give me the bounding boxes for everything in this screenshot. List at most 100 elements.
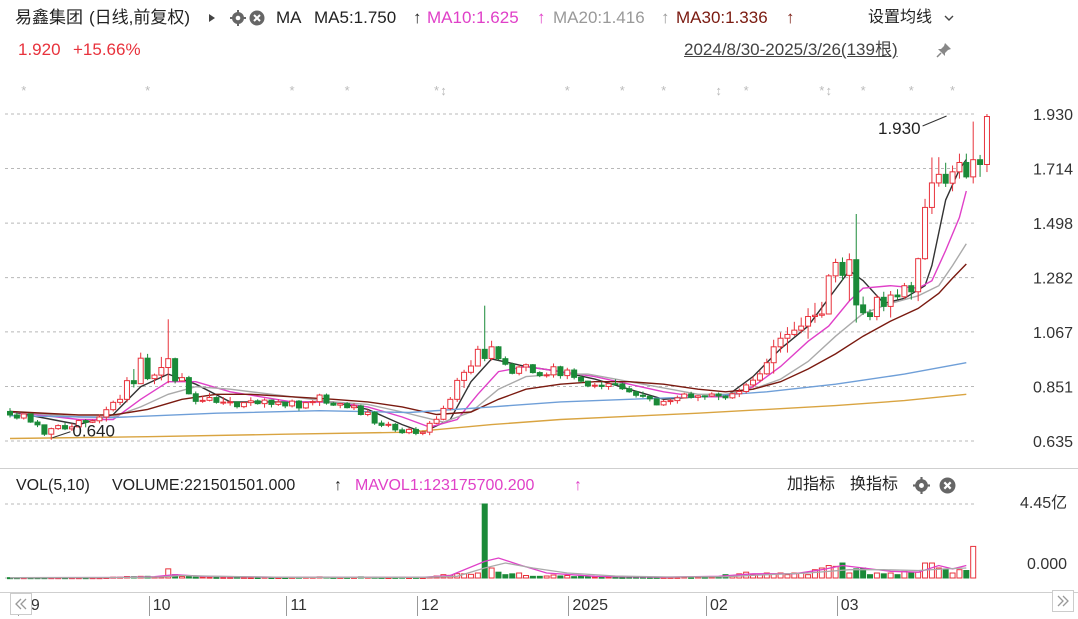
candle [103,406,110,422]
candle [963,153,970,179]
event-marker[interactable]: * [620,83,625,98]
close-circle-icon[interactable] [938,476,956,494]
volume-bar [254,577,261,580]
volume-bar [612,576,619,579]
ma-settings-button[interactable]: 设置均线 [868,9,933,26]
candle [619,382,626,390]
candle [289,399,296,408]
y-tick-label: 1.714 [1033,162,1073,179]
event-marker[interactable]: * [290,83,295,98]
candle [213,396,220,404]
candle [701,395,708,400]
candle [227,397,234,406]
volume-bar [763,572,770,579]
volume-bar [853,568,860,579]
event-markers: * * * * * ↕ * * * ↕ * * ↕ * * * [21,83,955,98]
candle [529,363,536,374]
event-marker[interactable]: * [21,83,26,98]
candle [688,391,695,399]
candle [433,416,440,425]
indicator-label: MA [276,8,302,27]
candle [199,395,206,403]
event-marker[interactable]: * [345,83,350,98]
candle [928,157,935,214]
volume-bar [488,567,495,579]
volume-bar [894,574,901,579]
volume-ma-lines [9,557,967,579]
double-left-icon[interactable] [10,593,32,615]
low-annotation: 0.640 [72,422,115,441]
volume-bar [571,576,578,579]
volume-chart[interactable] [0,490,1078,610]
candle [447,397,454,411]
candlesticks [7,114,990,440]
candle [268,399,275,408]
event-marker[interactable]: ↕ [825,83,832,98]
volume-bar [185,575,192,579]
event-marker[interactable]: * [950,83,955,98]
candle [777,332,784,353]
double-right-icon[interactable] [1052,590,1074,612]
event-marker[interactable]: * [861,83,866,98]
candle [983,114,990,173]
candle [942,162,949,187]
event-marker[interactable]: ↕ [440,83,447,98]
volume-bar [467,573,474,579]
stock-name: 易鑫集团 [15,8,83,27]
volume-bar [481,503,488,579]
ma5-value: MA5:1.750 [314,8,397,27]
date-range[interactable]: 2024/8/30-2025/3/26(139根) [684,40,898,59]
volume-bar [474,572,481,579]
volume-bar [777,572,784,579]
gear-icon[interactable] [912,476,930,494]
event-marker[interactable]: * [661,83,666,98]
candle [165,319,172,384]
volume-bar [818,567,825,579]
volume-bar [867,574,873,579]
close-circle-icon[interactable] [249,10,265,26]
ma-line-ma10 [9,190,967,428]
candle [970,121,977,184]
volume-bar [523,575,529,579]
candle [523,363,529,372]
x-tick-label: 10 [148,596,171,616]
event-marker[interactable]: * [565,83,570,98]
volume-bar [949,572,956,579]
candle [584,380,591,388]
event-marker[interactable]: * [434,83,439,98]
ma5-arrow: ↑ [413,8,422,27]
pin-icon[interactable] [934,40,954,60]
candle [454,377,461,402]
candle [915,257,922,302]
gear-icon[interactable] [230,10,246,26]
y-tick-label: 1.067 [1033,325,1073,342]
event-marker[interactable]: * [145,83,150,98]
event-marker[interactable]: * [819,83,824,98]
candle [323,393,330,405]
add-indicator-button[interactable]: 加指标 [787,476,836,493]
triangle-right-icon[interactable] [207,12,217,24]
candle [185,375,192,395]
candle [282,401,289,409]
candle [89,419,96,424]
candle [922,198,929,260]
volume-axis-top: 4.45亿 [1020,495,1068,512]
candle [309,400,316,406]
panel-divider[interactable] [0,468,1078,469]
candle [426,421,433,436]
candle [75,419,82,428]
candle [55,424,62,430]
chevron-down-icon[interactable] [944,13,954,23]
candle [977,154,984,177]
ma20-value: MA20:1.416 [553,8,645,27]
candle [337,402,344,409]
event-marker[interactable]: * [909,83,914,98]
event-marker[interactable]: * [744,83,749,98]
switch-indicator-button[interactable]: 换指标 [850,476,899,493]
volume-bar [240,576,247,579]
time-axis: 0910111220250203 [0,592,1078,619]
period-label[interactable]: (日线,前复权) [89,8,191,27]
event-marker[interactable]: ↕ [715,83,722,98]
change-percent: +15.66% [73,40,141,59]
